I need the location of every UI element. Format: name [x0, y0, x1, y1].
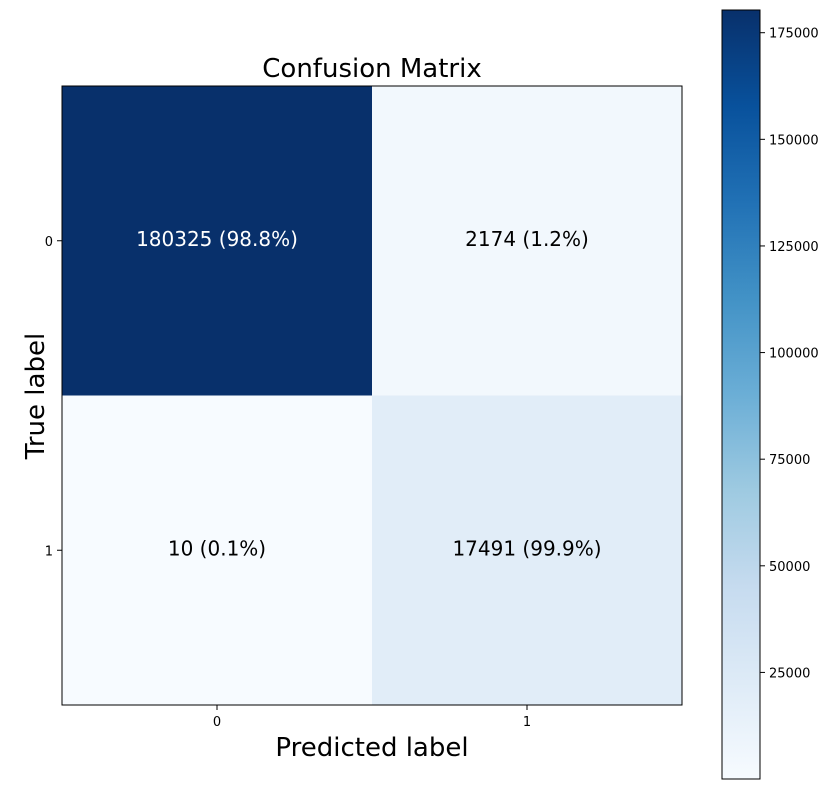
- colorbar-tick-label: 150000: [769, 133, 819, 148]
- y-tick-label: 1: [45, 544, 53, 559]
- heatmap-cell-1-1: [372, 395, 682, 705]
- heatmap-cell-0-0: [62, 86, 372, 396]
- colorbar-tick-label: 125000: [769, 240, 819, 255]
- cell-label-0-1: 2174 (1.2%): [465, 227, 589, 251]
- colorbar-tick-label: 75000: [769, 453, 810, 468]
- colorbar-tick-label: 100000: [769, 347, 819, 362]
- colorbar: [721, 9, 761, 780]
- heatmap-cell-labels: 180325 (98.8%) 2174 (1.2%) 10 (0.1%) 17491 …: [136, 227, 601, 561]
- x-axis-label: Predicted label: [275, 733, 468, 763]
- chart-title: Confusion Matrix: [262, 54, 481, 84]
- heatmap-cell-0-1: [372, 86, 682, 396]
- heatmap-cell-1-0: [62, 395, 372, 705]
- plot-frame: [61, 85, 683, 706]
- colorbar-tick-label: 175000: [769, 27, 819, 42]
- colorbar-tick-label: 25000: [769, 666, 810, 681]
- cell-label-1-0: 10 (0.1%): [168, 536, 266, 560]
- colorbar-ticks: 25000 50000 75000 100000 125000 150000 175000: [760, 27, 819, 681]
- y-axis-label: True label: [21, 333, 51, 460]
- x-tick-label: 1: [523, 715, 531, 730]
- y-tick-label: 0: [45, 235, 53, 250]
- colorbar-tick-label: 50000: [769, 560, 810, 575]
- cell-label-1-1: 17491 (99.9%): [452, 536, 601, 560]
- heatmap-cells: [62, 86, 682, 705]
- y-axis-ticks: 01: [45, 235, 62, 559]
- x-tick-label: 0: [213, 715, 221, 730]
- cell-label-0-0: 180325 (98.8%): [136, 227, 298, 251]
